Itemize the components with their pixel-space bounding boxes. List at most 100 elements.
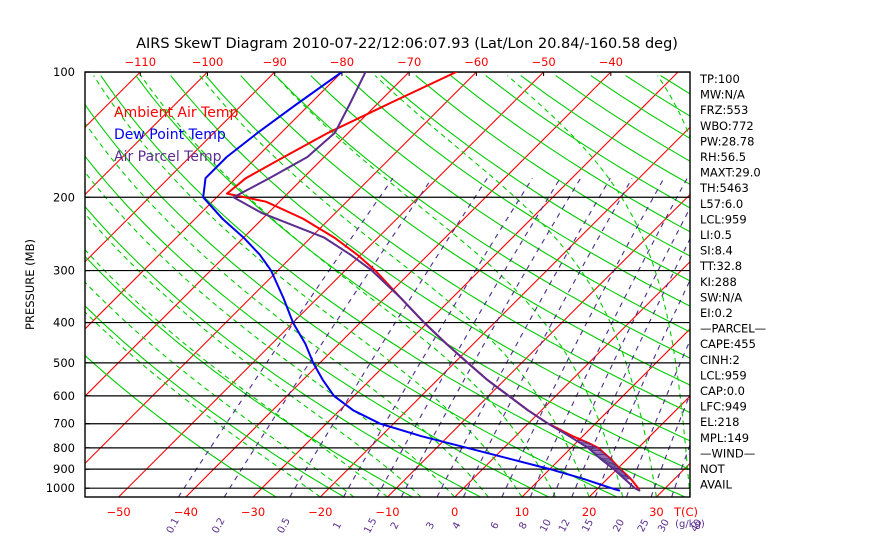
index-label-17: CAPE:455 xyxy=(700,337,756,351)
dry-adiabat-line xyxy=(345,75,690,307)
mixing-ratio-tick-label: 8 xyxy=(517,520,530,531)
index-label-5: RH:56.5 xyxy=(700,150,746,164)
mixing-ratio-line xyxy=(289,177,488,497)
bottom-temp-tick-label: 30 xyxy=(649,505,664,519)
index-label-8: L57:6.0 xyxy=(700,197,743,211)
dry-adiabat-line xyxy=(85,205,481,497)
bottom-temp-tick-label: −30 xyxy=(241,505,265,519)
background-gridlines xyxy=(0,72,870,497)
moist-adiabat-line xyxy=(85,171,456,497)
pressure-tick-label: 1000 xyxy=(46,481,75,495)
bottom-temp-tick-label: −10 xyxy=(375,505,399,519)
legend-label-1: Dew Point Temp xyxy=(114,127,226,143)
bottom-temp-tick-label: −20 xyxy=(308,505,332,519)
moist-adiabat-line xyxy=(85,212,422,497)
index-label-2: FRZ:553 xyxy=(700,103,748,117)
dry-adiabat-line xyxy=(380,75,690,282)
moist-adiabat-line xyxy=(85,122,489,497)
isotherm-line xyxy=(85,72,410,397)
moist-adiabat-line xyxy=(85,248,388,497)
isotherm-line xyxy=(791,72,870,497)
pressure-tick-label: 200 xyxy=(53,190,75,204)
index-label-1: MW:N/A xyxy=(700,88,745,102)
bottom-temp-tick-label: −40 xyxy=(174,505,198,519)
dry-adiabat-line xyxy=(731,76,870,354)
moist-adiabat-line xyxy=(374,75,657,497)
index-label-6: MAXT:29.0 xyxy=(700,166,761,180)
dry-adiabat-line xyxy=(450,75,690,233)
index-label-21: LFC:949 xyxy=(700,400,747,414)
index-label-7: TH:5463 xyxy=(699,181,749,195)
index-label-9: LCL:959 xyxy=(700,212,747,226)
index-label-25: NOT xyxy=(700,462,726,476)
bottom-temp-tick-label: 20 xyxy=(582,505,597,519)
pressure-tick-label: 700 xyxy=(53,417,75,431)
dry-adiabat-line xyxy=(85,103,618,497)
index-label-11: SI:8.4 xyxy=(700,244,733,258)
mixing-ratio-line xyxy=(343,177,533,497)
index-label-16: —PARCEL— xyxy=(700,322,766,336)
isotherm-line xyxy=(85,72,343,330)
ambient-temp-curve xyxy=(226,72,641,492)
isotherm-line xyxy=(858,72,870,497)
chart-title: AIRS SkewT Diagram 2010-07-22/12:06:07.9… xyxy=(136,36,678,52)
dry-adiabat-line xyxy=(170,75,690,442)
index-label-10: LI:0.5 xyxy=(700,228,732,242)
dry-adiabat-line xyxy=(205,75,690,414)
bottom-temp-tick-label: 0 xyxy=(451,505,458,519)
mixing-ratio-line xyxy=(571,237,690,497)
isotherm-line xyxy=(588,395,690,497)
dry-adiabat-line xyxy=(135,75,690,471)
index-label-4: PW:28.78 xyxy=(700,134,754,148)
mixing-ratio-line xyxy=(223,177,433,497)
mixing-ratio-tick-label: 3 xyxy=(425,520,438,531)
bottom-temp-tick-label: 10 xyxy=(515,505,530,519)
mixing-ratio-line xyxy=(552,206,690,497)
index-label-0: TP:100 xyxy=(699,72,740,86)
mixing-ratio-tick-label: 0.5 xyxy=(276,516,293,535)
plot-frame xyxy=(84,71,691,498)
isotherm-line xyxy=(85,72,276,263)
dry-adiabat-line xyxy=(275,75,690,359)
pressure-tick-label: 600 xyxy=(53,389,75,403)
isotherm-line xyxy=(521,328,690,497)
isotherm-line xyxy=(118,72,544,497)
mixing-ratio-tick-label: 2 xyxy=(389,520,402,531)
index-label-26: AVAIL xyxy=(700,478,733,492)
mixing-ratio-line xyxy=(529,177,688,497)
moist-adiabat-line xyxy=(140,75,557,497)
mixing-ratio-tick-label: 12 xyxy=(557,518,573,534)
legend-label-0: Ambient Air Temp xyxy=(114,105,239,121)
mixing-ratio-line xyxy=(625,339,690,497)
mixing-ratio-tick-label: 40 xyxy=(689,518,705,534)
mixing-ratio-line xyxy=(400,177,582,497)
top-temp-tick-label: −40 xyxy=(599,55,623,69)
mixing-ratio-tick-label: 1 xyxy=(331,520,344,531)
mixing-ratio-tick-label: 15 xyxy=(580,518,596,534)
mixing-ratio-line xyxy=(177,177,394,497)
index-label-24: —WIND— xyxy=(700,446,755,460)
mixing-ratio-tick-label: 10 xyxy=(538,518,554,534)
dry-adiabat-line xyxy=(660,75,690,95)
dry-adiabat-line xyxy=(240,75,690,386)
mixing-ratio-line xyxy=(436,177,611,497)
mixing-ratio-line xyxy=(594,279,690,497)
top-temp-tick-label: −50 xyxy=(531,55,555,69)
mixing-ratio-line xyxy=(376,177,561,497)
isotherm-line xyxy=(0,72,6,497)
isotherm-line xyxy=(85,72,208,196)
index-label-14: SW:N/A xyxy=(700,290,742,304)
mixing-ratio-tick-label: 6 xyxy=(489,520,502,531)
top-temp-tick-label: −80 xyxy=(330,55,354,69)
index-label-20: CAP:0.0 xyxy=(700,384,745,398)
bottom-temp-tick-label: −50 xyxy=(106,505,130,519)
index-label-3: WBO:772 xyxy=(700,119,754,133)
dry-adiabat-line xyxy=(836,76,870,301)
pressure-axis-label: PRESSURE (MB) xyxy=(23,239,37,330)
index-label-23: MPL:149 xyxy=(700,431,749,445)
isotherm-line xyxy=(319,126,690,497)
dew-point-curve xyxy=(202,72,621,492)
mixing-ratio-tick-label: 30 xyxy=(656,518,672,534)
dry-adiabat-line xyxy=(310,75,690,333)
isotherm-line xyxy=(252,72,679,497)
